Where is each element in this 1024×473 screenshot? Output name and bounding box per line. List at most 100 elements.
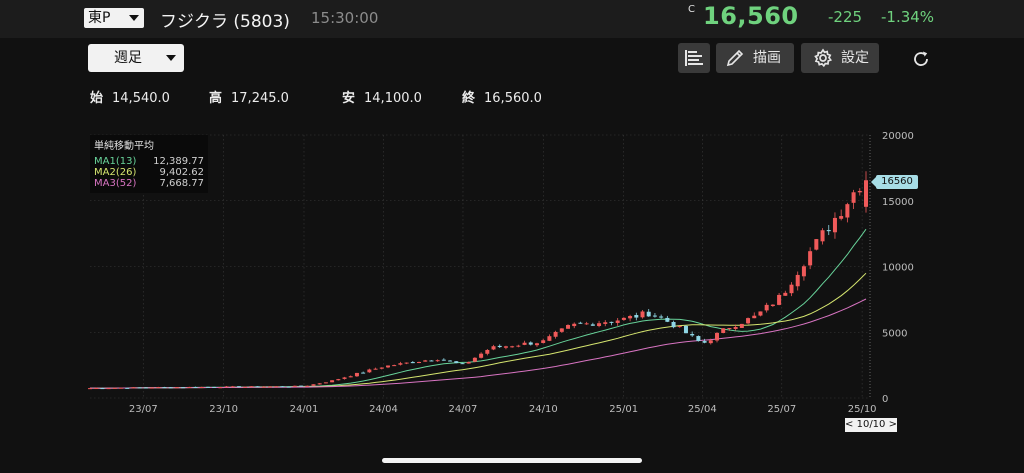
ma3-value: 7,668.77 (159, 178, 204, 189)
candle-body (305, 385, 310, 387)
candle-body (609, 321, 614, 323)
period-selector[interactable]: 週足 (88, 44, 184, 72)
candle-body (597, 323, 602, 327)
settings-button[interactable]: 設定 (801, 43, 879, 73)
candle-body (466, 362, 471, 364)
candle-body (94, 388, 99, 390)
y-tick-label: 20000 (882, 131, 914, 142)
candle-body (323, 382, 328, 384)
candle-body (392, 365, 397, 367)
ma1-value: 12,389.77 (153, 156, 204, 167)
ma2-value: 9,402.62 (159, 167, 204, 178)
candle-body (417, 361, 422, 364)
x-tick-label: 25/01 (609, 404, 638, 415)
candle-body (205, 386, 210, 388)
candle-body (683, 325, 688, 334)
quote-time: 15:30:00 (311, 9, 379, 27)
candle-body (603, 322, 608, 324)
candle-body (851, 192, 856, 203)
ma3-line (90, 298, 867, 389)
candle-body (832, 217, 837, 233)
candle-body (441, 359, 446, 361)
gear-icon (814, 48, 833, 68)
price-change-percent: -1.34% (881, 8, 935, 26)
candle-body (361, 372, 366, 374)
market-selector[interactable]: 東P (84, 8, 144, 28)
moving-average-legend: 単純移動平均 MA1(13) 12,389.77 MA2(26) 9,402.6… (90, 135, 208, 193)
candle-body (646, 311, 651, 317)
order-book-button[interactable] (678, 43, 710, 73)
candle-body (168, 387, 173, 389)
candle-body (671, 321, 676, 328)
candle-body (379, 367, 384, 369)
candle-body (808, 251, 813, 266)
candle-body (454, 361, 459, 364)
candle-body (230, 386, 235, 388)
candle-body (559, 328, 564, 332)
candle-body (373, 368, 378, 370)
ma1-name: MA1(13) (94, 156, 137, 167)
candle-body (857, 190, 862, 193)
candle-body (131, 387, 136, 389)
date-navigator[interactable]: < 10/10 > (845, 418, 897, 432)
candle-body (534, 343, 539, 346)
legend-title: 単純移動平均 (94, 141, 154, 152)
home-indicator (382, 458, 642, 463)
candle-body (448, 360, 453, 362)
candle-body (249, 386, 254, 388)
candle-body (243, 386, 248, 388)
y-tick-label: 15000 (882, 197, 914, 208)
candle-body (460, 363, 465, 365)
candle-body (572, 323, 577, 327)
ma3-name: MA3(52) (94, 178, 137, 189)
candle-body (795, 274, 800, 287)
draw-button[interactable]: 描画 (716, 43, 794, 73)
refresh-icon[interactable] (910, 48, 932, 70)
candle-body (193, 387, 198, 389)
x-tick-label: 25/10 (848, 404, 877, 415)
candle-body (615, 320, 620, 323)
open-value: 始 14,540.0 (90, 91, 170, 106)
candle-body (156, 387, 161, 389)
candle-body (119, 387, 124, 389)
candle-body (280, 386, 285, 388)
candle-body (491, 346, 496, 350)
candle-body (503, 346, 508, 348)
candle-body (715, 332, 720, 341)
candle-body (435, 360, 440, 362)
candle-body (137, 387, 142, 389)
candle-body (342, 377, 347, 379)
candle-body (485, 349, 490, 354)
candle-body (255, 386, 260, 388)
candle-body (162, 387, 167, 389)
candle-body (112, 387, 117, 389)
market-label: 東P (88, 10, 111, 26)
candle-body (125, 387, 130, 389)
candle-body (336, 379, 341, 381)
candle-body (566, 325, 571, 329)
candle-body (516, 345, 521, 347)
settings-label: 設定 (841, 50, 869, 66)
candle-body (224, 386, 229, 388)
candle-body (317, 383, 322, 385)
candle-body (187, 386, 192, 388)
draw-label: 描画 (753, 50, 781, 66)
candle-body (311, 384, 316, 386)
period-label: 週足 (114, 50, 142, 66)
x-tick-label: 24/01 (290, 404, 319, 415)
candle-body (181, 387, 186, 389)
x-tick-label: 24/10 (529, 404, 558, 415)
x-tick-label: 23/10 (209, 404, 238, 415)
x-tick-label: 23/07 (129, 404, 158, 415)
candle-body (634, 315, 639, 318)
candle-body (746, 318, 751, 324)
candle-body (826, 230, 831, 232)
stock-name: フジクラ (5803) (160, 12, 290, 32)
candle-body (801, 266, 806, 277)
candle-body (621, 317, 626, 320)
candle-body (665, 317, 670, 322)
candle-body (274, 386, 279, 388)
order-book-icon (685, 50, 703, 66)
